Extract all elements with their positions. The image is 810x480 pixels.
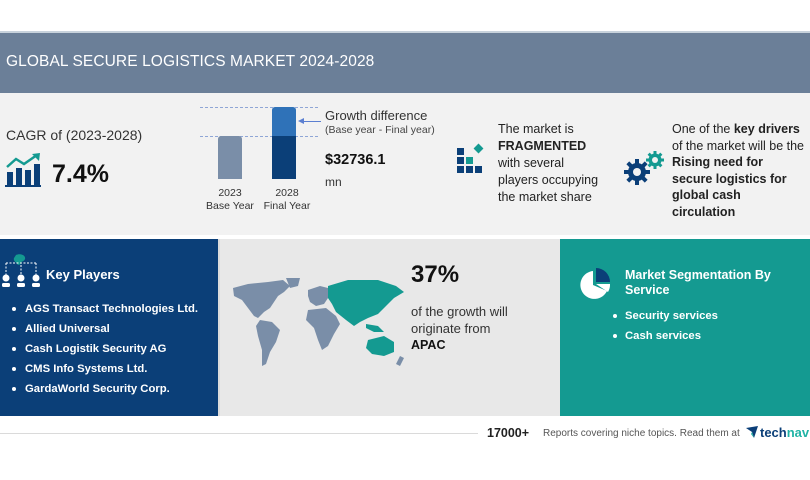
growth-title: Growth difference: [325, 108, 428, 123]
bar-2028-growth: [272, 107, 296, 136]
text-line: of the growth will: [411, 304, 508, 319]
region-growth-percent: 37%: [411, 261, 460, 288]
cagr-value: 7.4%: [52, 160, 109, 188]
logo-text-part2: navi: [786, 425, 810, 440]
driver-line: Rising need for: [672, 155, 763, 169]
bar-label-2023: 2023 Base Year: [200, 187, 260, 213]
driver-line: secure logistics for: [672, 171, 787, 186]
arrow-left-icon: [298, 118, 304, 124]
region-name: APAC: [411, 338, 446, 352]
pie-chart-icon: [580, 268, 611, 299]
gears-icon: [624, 151, 664, 185]
text-line: players occupying: [498, 173, 599, 187]
bar-label-2028: 2028 Final Year: [257, 187, 317, 213]
summary-band: [0, 93, 810, 235]
text-line: The market is: [498, 122, 574, 136]
fragmented-label: FRAGMENTED: [498, 139, 587, 153]
region-growth-text: of the growth will originate from: [411, 303, 508, 337]
bar-caption: Final Year: [263, 200, 311, 212]
technavio-logo[interactable]: technavi: [746, 425, 810, 440]
key-players-title: Key Players: [46, 267, 120, 282]
bar-2028-base: [272, 136, 296, 179]
market-structure-text: The market is FRAGMENTED with several pl…: [498, 121, 598, 206]
world-map-icon: [233, 278, 404, 366]
report-count: 17000+: [487, 426, 530, 440]
segmentation-panel: [560, 239, 810, 416]
base-level-guide: [200, 136, 318, 137]
bar-year: 2028: [275, 187, 299, 199]
text-line: with several: [498, 156, 564, 170]
logo-text-part1: tech: [760, 425, 787, 440]
key-drivers-text: One of the key drivers of the market wil…: [672, 121, 810, 220]
header-bar: GLOBAL SECURE LOGISTICS MARKET 2024-2028: [0, 31, 810, 93]
list-item: Cash services: [611, 329, 718, 349]
footer-divider: [0, 433, 478, 434]
text-line: of the market will be the: [672, 138, 805, 153]
segmentation-title: Market Segmentation By Service: [625, 268, 771, 297]
growth-value: $32736.1: [325, 152, 386, 168]
footer-text: Reports covering niche topics. Read them…: [543, 428, 740, 439]
list-item: AGS Transact Technologies Ltd.: [10, 302, 198, 322]
segmentation-list: Security services Cash services: [611, 309, 718, 349]
key-drivers-label: key drivers: [733, 122, 800, 136]
growth-unit: mn: [325, 175, 342, 189]
text-fragment: One of the: [672, 122, 734, 136]
driver-line: circulation: [672, 204, 736, 219]
list-item: CMS Info Systems Ltd.: [10, 362, 198, 382]
list-item: GardaWorld Security Corp.: [10, 382, 198, 402]
page-title: GLOBAL SECURE LOGISTICS MARKET 2024-2028: [6, 53, 375, 70]
key-players-list: AGS Transact Technologies Ltd. Allied Un…: [10, 302, 198, 402]
list-item: Allied Universal: [10, 322, 198, 342]
key-players-icon: [2, 254, 40, 287]
arrow-line: [301, 121, 321, 122]
bar-year: 2023: [218, 187, 242, 199]
bar-caption: Base Year: [206, 200, 254, 212]
text-line: originate from: [411, 321, 491, 336]
bar-2023: [218, 136, 242, 179]
text-line: the market share: [498, 190, 592, 204]
list-item: Security services: [611, 309, 718, 329]
growth-chart-icon: [5, 153, 41, 187]
driver-line: global cash: [672, 188, 741, 202]
growth-subtitle: (Base year - Final year): [325, 124, 435, 136]
cagr-label: CAGR of (2023-2028): [6, 127, 143, 143]
list-item: Cash Logistik Security AG: [10, 342, 198, 362]
logo-arrow-icon: [746, 426, 758, 438]
blocks-icon: [457, 143, 484, 173]
final-level-guide: [200, 107, 318, 108]
